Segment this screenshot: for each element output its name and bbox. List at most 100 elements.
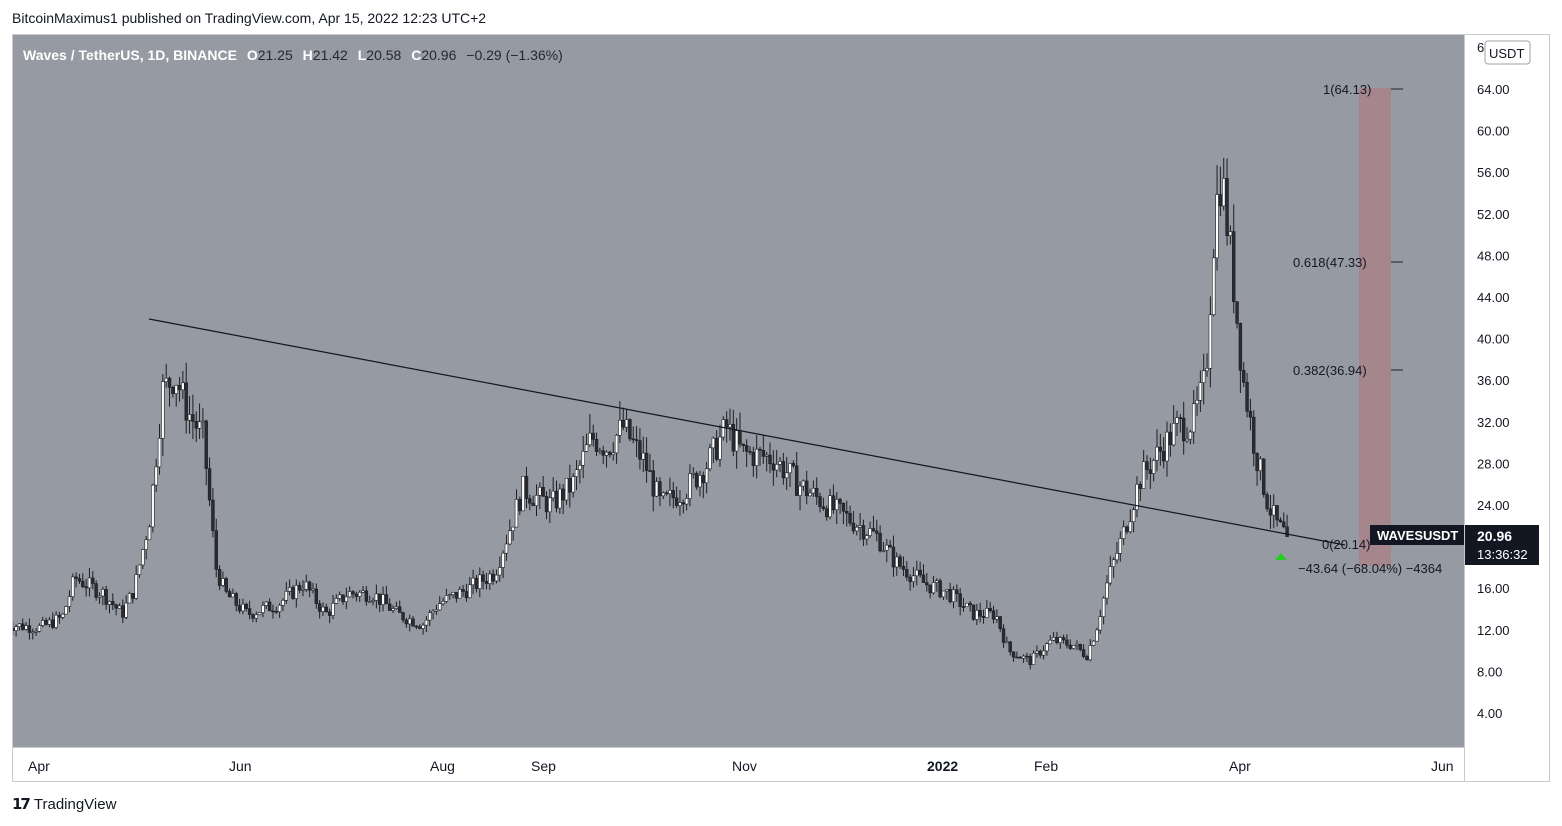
- time-tick-feb: Feb: [1034, 758, 1058, 774]
- candle-body: [251, 614, 255, 619]
- candle-body: [1285, 526, 1289, 537]
- candle-body: [77, 578, 82, 582]
- currency-badge[interactable]: USDT: [1484, 40, 1531, 65]
- candle-body: [591, 432, 595, 440]
- candle-body: [411, 618, 415, 627]
- candle-body: [1218, 194, 1223, 207]
- candle-body: [791, 463, 796, 467]
- price-tag-box: [1465, 525, 1539, 565]
- candle-body: [117, 605, 122, 609]
- candle-body: [1195, 399, 1199, 405]
- candle-body: [1091, 640, 1096, 646]
- candle-body: [871, 528, 876, 532]
- candle-body: [935, 580, 939, 583]
- candle-body: [408, 618, 412, 625]
- candle-body: [831, 495, 836, 511]
- candle-body: [207, 468, 212, 501]
- candle-body: [401, 612, 405, 621]
- candle-body: [1071, 645, 1076, 649]
- candle-body: [921, 574, 926, 583]
- candle-body: [845, 510, 849, 514]
- candle-body: [551, 490, 555, 499]
- candle-body: [1138, 484, 1143, 489]
- candle-body: [371, 600, 375, 602]
- candle-body: [1222, 178, 1226, 207]
- candle-body: [841, 503, 846, 512]
- candle-body: [398, 606, 402, 613]
- candle-body: [61, 613, 65, 618]
- candle-body: [1135, 484, 1139, 511]
- price-tag-value: 20.96: [1477, 528, 1512, 544]
- price-tag-countdown: 13:36:32: [1477, 547, 1528, 562]
- symbol-tag-box: [1370, 525, 1464, 545]
- candle-body: [488, 573, 492, 584]
- legend-symbol: Waves / TetherUS, 1D, BINANCE: [23, 47, 237, 63]
- candle-body: [514, 499, 519, 528]
- candle-body: [327, 611, 332, 616]
- candle-body: [1025, 655, 1029, 658]
- candle-body: [151, 484, 155, 528]
- candle-body: [654, 481, 659, 497]
- candle-body: [578, 464, 582, 470]
- fib-label-1: 1(64.13): [1323, 82, 1371, 97]
- candle-body: [287, 587, 292, 592]
- legend-text: Waves / TetherUS, 1D, BINANCE O21.25 H21…: [23, 47, 563, 63]
- candle-body: [177, 384, 182, 391]
- candle-body: [504, 543, 509, 554]
- candle-body: [808, 492, 812, 497]
- candle-body: [1001, 628, 1006, 643]
- candle-body: [688, 473, 692, 499]
- candle-body: [1255, 453, 1259, 472]
- candle-body: [71, 576, 75, 597]
- candle-body: [931, 582, 936, 594]
- candle-body: [1081, 649, 1086, 657]
- candle-body: [751, 451, 756, 466]
- candle-body: [81, 580, 85, 587]
- candle-body: [17, 623, 22, 627]
- candle-body: [978, 610, 982, 617]
- candle-body: [1128, 521, 1133, 533]
- candle-body: [1141, 461, 1146, 489]
- candle-body: [337, 594, 342, 599]
- candle-body: [941, 590, 946, 598]
- candle-body: [351, 591, 355, 595]
- candle-body: [1205, 368, 1209, 372]
- candle-body: [1151, 460, 1156, 474]
- candle-body: [521, 476, 525, 512]
- candle-body: [561, 488, 565, 501]
- candle-body: [347, 591, 352, 598]
- candle-body: [1198, 382, 1203, 401]
- candlestick-chart[interactable]: 1(64.13) 0.618(47.33) 0.382(36.94) 0(20.…: [13, 35, 1549, 781]
- candle-body: [458, 589, 462, 599]
- candle-body: [324, 606, 329, 613]
- candle-body: [534, 494, 539, 506]
- candle-body: [1215, 194, 1219, 259]
- fib-label-0: 0(20.14): [1322, 537, 1370, 552]
- candle-body: [811, 487, 816, 494]
- candle-body: [981, 616, 986, 618]
- fib-label-0382: 0.382(36.94): [1293, 363, 1367, 378]
- ohlc-legend[interactable]: Waves / TetherUS, 1D, BINANCE O21.25 H21…: [23, 47, 563, 63]
- tradingview-footer[interactable]: 17 TradingView: [12, 795, 116, 813]
- candle-body: [1058, 637, 1062, 643]
- time-axis-panel: [13, 748, 1465, 781]
- legend-h-label: H: [303, 47, 313, 63]
- candle-body: [137, 564, 142, 575]
- candle-body: [895, 556, 899, 568]
- candle-body: [194, 421, 198, 429]
- candle-body: [64, 606, 68, 615]
- candle-body: [281, 599, 285, 606]
- candle-body: [57, 614, 62, 618]
- current-price-tag: WAVESUSDT 20.96 13:36:32: [1370, 525, 1539, 565]
- candle-body: [1161, 451, 1166, 462]
- candle-body: [905, 569, 909, 578]
- candle-body: [388, 603, 392, 611]
- candle-body: [441, 601, 445, 604]
- candle-body: [161, 381, 165, 439]
- candle-body: [1265, 494, 1269, 510]
- price-tick-label: 44.00: [1477, 290, 1510, 305]
- descending-trendline[interactable]: [148, 318, 1346, 546]
- candle-body: [1181, 417, 1186, 442]
- candle-body: [344, 596, 349, 602]
- chart-frame[interactable]: 1(64.13) 0.618(47.33) 0.382(36.94) 0(20.…: [12, 34, 1550, 782]
